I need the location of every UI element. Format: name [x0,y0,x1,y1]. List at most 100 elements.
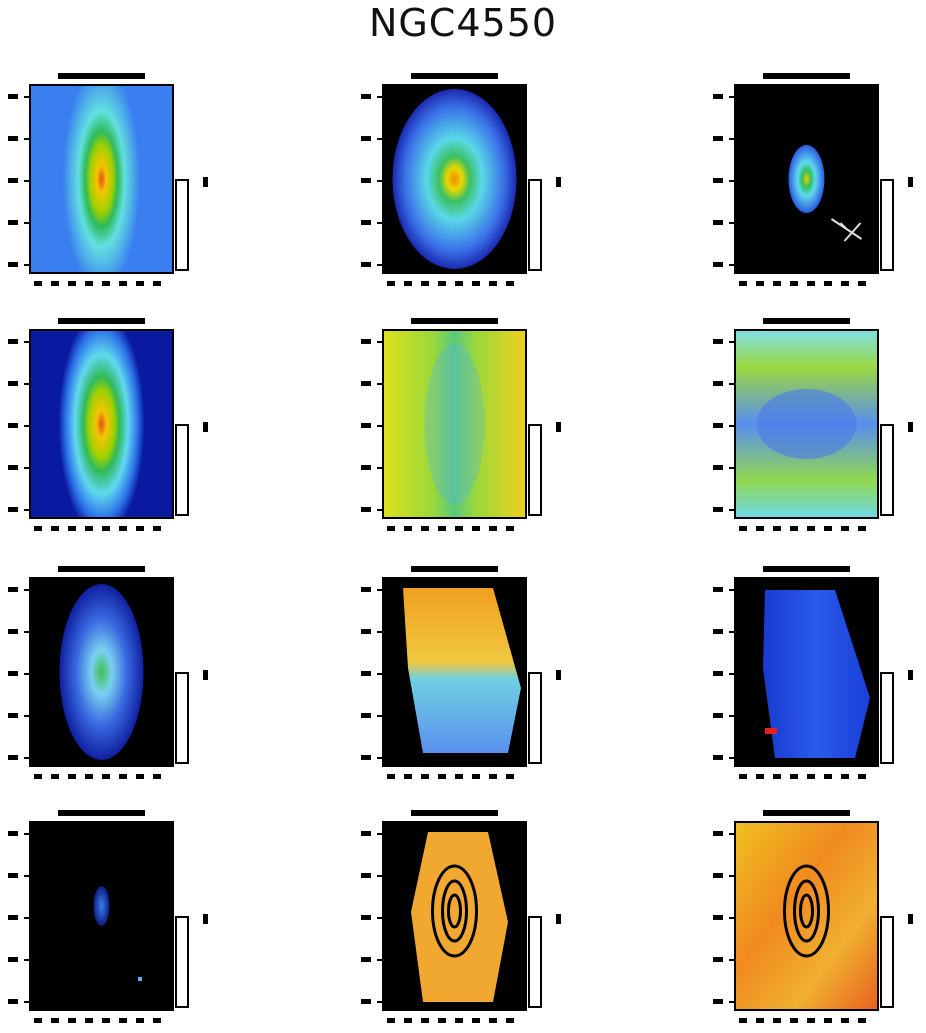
tick-glyph [102,281,110,286]
map-blob [424,344,485,504]
tick-glyph [8,262,18,267]
colorbar-label [556,422,561,432]
tick-glyph [713,629,723,634]
tick-glyph [713,94,723,99]
tick-glyph [136,1018,144,1023]
tick-glyph [472,281,480,286]
map-panel [8,73,208,286]
tick-glyph [858,281,866,286]
colorbar-label [203,422,208,432]
panel-title-glyph [763,566,850,572]
tick-glyph [361,957,371,962]
tick-glyph [455,281,463,286]
tick-glyph [361,755,371,760]
tick-glyph [438,1018,446,1023]
tick-glyph [858,526,866,531]
colorbar [528,916,542,1008]
map-background [383,330,526,518]
map-panel [713,318,913,531]
tick-glyph [713,671,723,676]
tick-glyph [404,281,412,286]
tick-glyph [119,526,127,531]
panel-title-glyph [411,810,498,816]
tick-glyph [34,774,42,779]
tick-glyph [438,526,446,531]
panel-title-glyph [58,318,145,324]
tick-glyph [361,629,371,634]
tick-glyph [404,526,412,531]
tick-glyph [713,465,723,470]
panel-title-glyph [763,73,850,79]
tick-glyph [824,281,832,286]
colorbar [880,672,894,764]
map-blob [403,588,521,753]
tick-glyph [361,671,371,676]
map-pixel [765,728,777,734]
colorbar [175,916,189,1008]
map-frame [734,821,879,1011]
panel-title-glyph [58,566,145,572]
colorbar [528,672,542,764]
map-panel [361,566,561,779]
tick-glyph [790,281,798,286]
tick-glyph [8,629,18,634]
colorbar-label [556,670,561,680]
tick-glyph [361,915,371,920]
tick-glyph [361,465,371,470]
tick-glyph [489,526,497,531]
tick-glyph [713,381,723,386]
tick-glyph [136,281,144,286]
tick-glyph [8,465,18,470]
map-background [30,85,173,273]
tick-glyph [8,178,18,183]
tick-glyph [8,381,18,386]
tick-glyph [361,339,371,344]
map-frame [29,577,174,767]
tick-glyph [8,873,18,878]
tick-glyph [8,915,18,920]
tick-glyph [773,281,781,286]
tick-glyph [773,526,781,531]
tick-glyph [438,281,446,286]
tick-glyph [361,94,371,99]
panel-title-glyph [411,318,498,324]
tick-glyph [404,1018,412,1023]
tick-glyph [841,526,849,531]
tick-glyph [153,281,161,286]
colorbar-label [203,177,208,187]
tick-glyph [713,999,723,1004]
map-frame [382,329,527,519]
panel-title-glyph [411,566,498,572]
map-blob [93,886,110,926]
map-panel [8,318,208,531]
tick-glyph [489,281,497,286]
map-frame [29,329,174,519]
colorbar-label [203,914,208,924]
tick-glyph [68,774,76,779]
map-blob [59,584,144,760]
tick-glyph [153,526,161,531]
colorbar-label [908,177,913,187]
map-pixel [138,977,142,981]
tick-glyph [713,755,723,760]
contour [799,893,814,929]
tick-glyph [807,1018,815,1023]
colorbar-label [203,670,208,680]
map-background [735,822,878,1010]
colorbar-label [908,914,913,924]
map-panel [713,566,913,779]
tick-glyph [713,262,723,267]
tick-glyph [361,507,371,512]
tick-glyph [756,526,764,531]
map-panel [8,566,208,779]
panel-title-glyph [58,810,145,816]
tick-glyph [51,1018,59,1023]
tick-glyph [361,873,371,878]
tick-glyph [713,915,723,920]
colorbar [528,424,542,516]
tick-glyph [8,755,18,760]
tick-glyph [807,774,815,779]
colorbar [175,179,189,271]
tick-glyph [713,957,723,962]
